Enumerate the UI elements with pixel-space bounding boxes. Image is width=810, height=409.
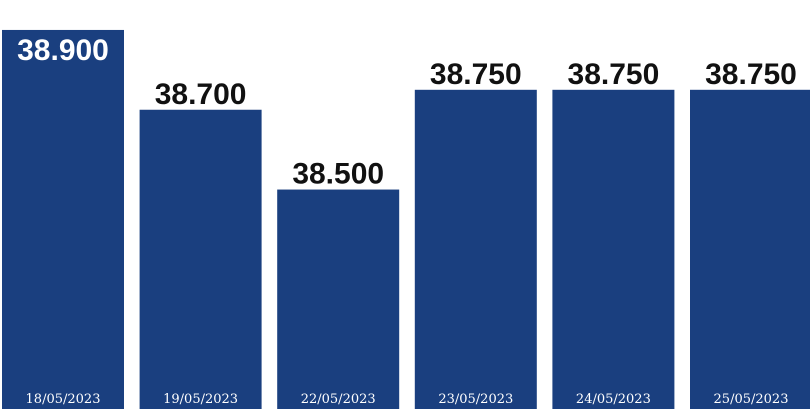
value-label-1: 38.700 [155, 78, 247, 111]
value-label-0: 38.900 [17, 34, 109, 67]
value-label-5: 38.750 [705, 58, 797, 91]
category-label-4: 24/05/2023 [576, 392, 651, 407]
value-label-2: 38.500 [292, 158, 384, 191]
category-label-5: 25/05/2023 [714, 392, 789, 407]
bar-3 [414, 89, 537, 409]
bar-0 [2, 29, 124, 409]
category-label-2: 22/05/2023 [301, 392, 376, 407]
category-label-0: 18/05/2023 [26, 392, 101, 407]
bar-2 [277, 189, 400, 409]
category-label-1: 19/05/2023 [163, 392, 238, 407]
bar-1 [139, 109, 262, 409]
category-label-3: 23/05/2023 [438, 392, 513, 407]
value-label-4: 38.750 [568, 58, 660, 91]
bar-4 [552, 89, 675, 409]
bar-5 [690, 89, 810, 409]
value-label-3: 38.750 [430, 58, 522, 91]
